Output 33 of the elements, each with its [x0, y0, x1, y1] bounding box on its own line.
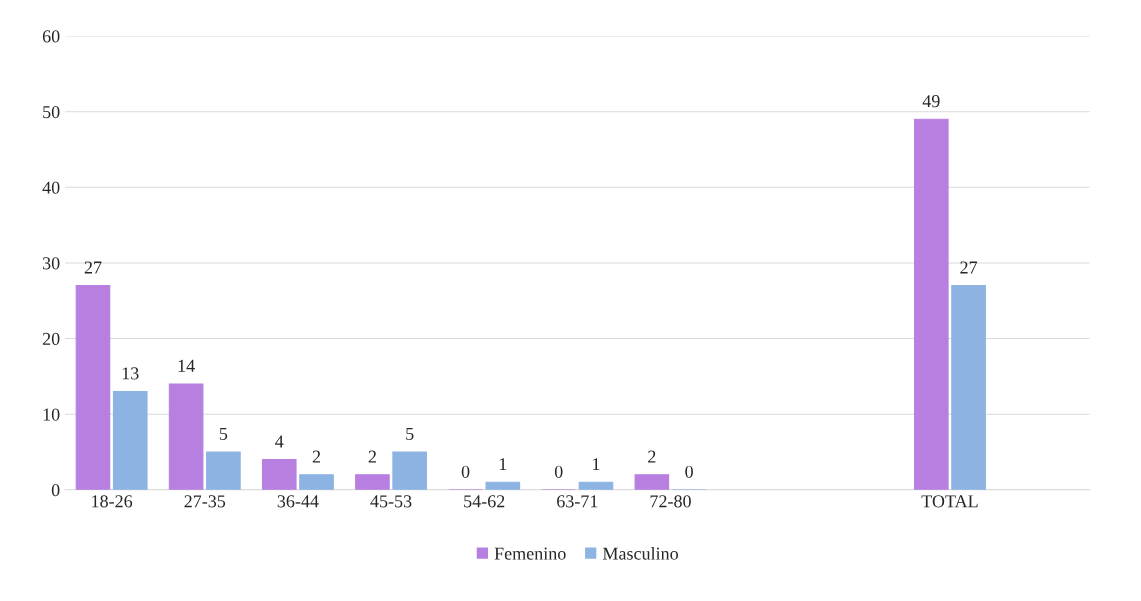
data-label: 2: [648, 450, 656, 463]
data-label: 2: [312, 450, 321, 463]
y-tick-label: 10: [43, 408, 60, 421]
x-tick-label: 18-26: [92, 495, 133, 508]
x-tick-label: 54-62: [464, 495, 505, 508]
x-tick-label: TOTAL: [921, 495, 978, 508]
data-label: 49: [922, 95, 940, 108]
legend-label: Masculino: [602, 547, 678, 560]
y-tick-label: 20: [42, 332, 60, 346]
y-tick-label: 60: [42, 30, 60, 43]
data-label: 14: [178, 359, 195, 372]
data-label: 4: [275, 435, 284, 448]
data-label: 1: [499, 458, 507, 471]
data-label: 5: [406, 428, 414, 440]
x-tick-label: 36-44: [277, 495, 319, 508]
data-label: 13: [122, 367, 139, 380]
y-tick-label: 40: [42, 181, 60, 194]
data-label: 0: [554, 465, 563, 478]
y-tick-label: 30: [42, 257, 60, 270]
data-label: 27: [84, 261, 102, 274]
x-tick-label: 45-53: [370, 495, 412, 508]
data-label: 0: [461, 465, 470, 478]
data-label: 27: [960, 261, 978, 274]
data-label: 1: [593, 458, 600, 471]
x-tick-label: 72-80: [650, 495, 691, 508]
y-tick-label: 0: [51, 484, 60, 497]
data-label: 0: [685, 465, 693, 478]
x-tick-label: 63-71: [557, 495, 598, 508]
data-label: 2: [368, 450, 376, 463]
legend-label: Femenino: [494, 547, 566, 560]
data-label: 5: [219, 428, 228, 440]
y-tick-label: 50: [43, 105, 60, 119]
x-tick-label: 27-35: [184, 495, 226, 508]
